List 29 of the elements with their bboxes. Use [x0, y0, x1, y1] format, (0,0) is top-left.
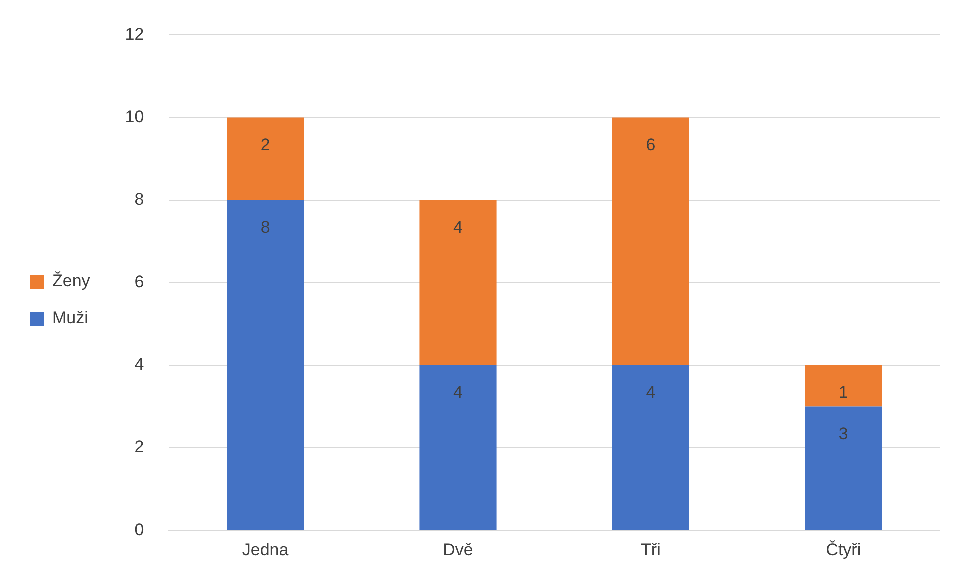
- bar: [805, 365, 882, 407]
- x-tick-label: Čtyři: [826, 540, 862, 560]
- y-tick-label: 12: [125, 24, 144, 44]
- bar: [612, 365, 690, 530]
- data-label: 4: [454, 383, 463, 402]
- bar: [805, 406, 882, 530]
- bar: [420, 200, 497, 366]
- legend-label: Ženy: [52, 272, 91, 291]
- data-label: 2: [260, 135, 270, 154]
- data-label: 6: [646, 135, 656, 154]
- y-tick-label: 0: [134, 520, 144, 540]
- y-tick-label: 2: [134, 438, 144, 457]
- x-tick-label: Jedna: [242, 540, 290, 560]
- bar: [227, 200, 304, 530]
- data-label: 8: [260, 218, 270, 238]
- y-tick-label: 4: [134, 355, 144, 374]
- y-tick-label: 10: [125, 107, 144, 126]
- bar: [420, 365, 497, 530]
- data-label: 3: [838, 424, 848, 444]
- y-tick-label: 6: [134, 272, 144, 292]
- y-tick-label: 8: [134, 190, 144, 210]
- data-label: 1: [838, 383, 848, 402]
- bar: [612, 118, 690, 366]
- bar: [227, 118, 304, 200]
- data-label: 4: [454, 218, 463, 238]
- x-tick-label: Dvě: [443, 540, 474, 560]
- data-label: 4: [646, 383, 656, 402]
- x-tick-label: Tři: [641, 540, 661, 560]
- legend-label: Muži: [52, 308, 88, 328]
